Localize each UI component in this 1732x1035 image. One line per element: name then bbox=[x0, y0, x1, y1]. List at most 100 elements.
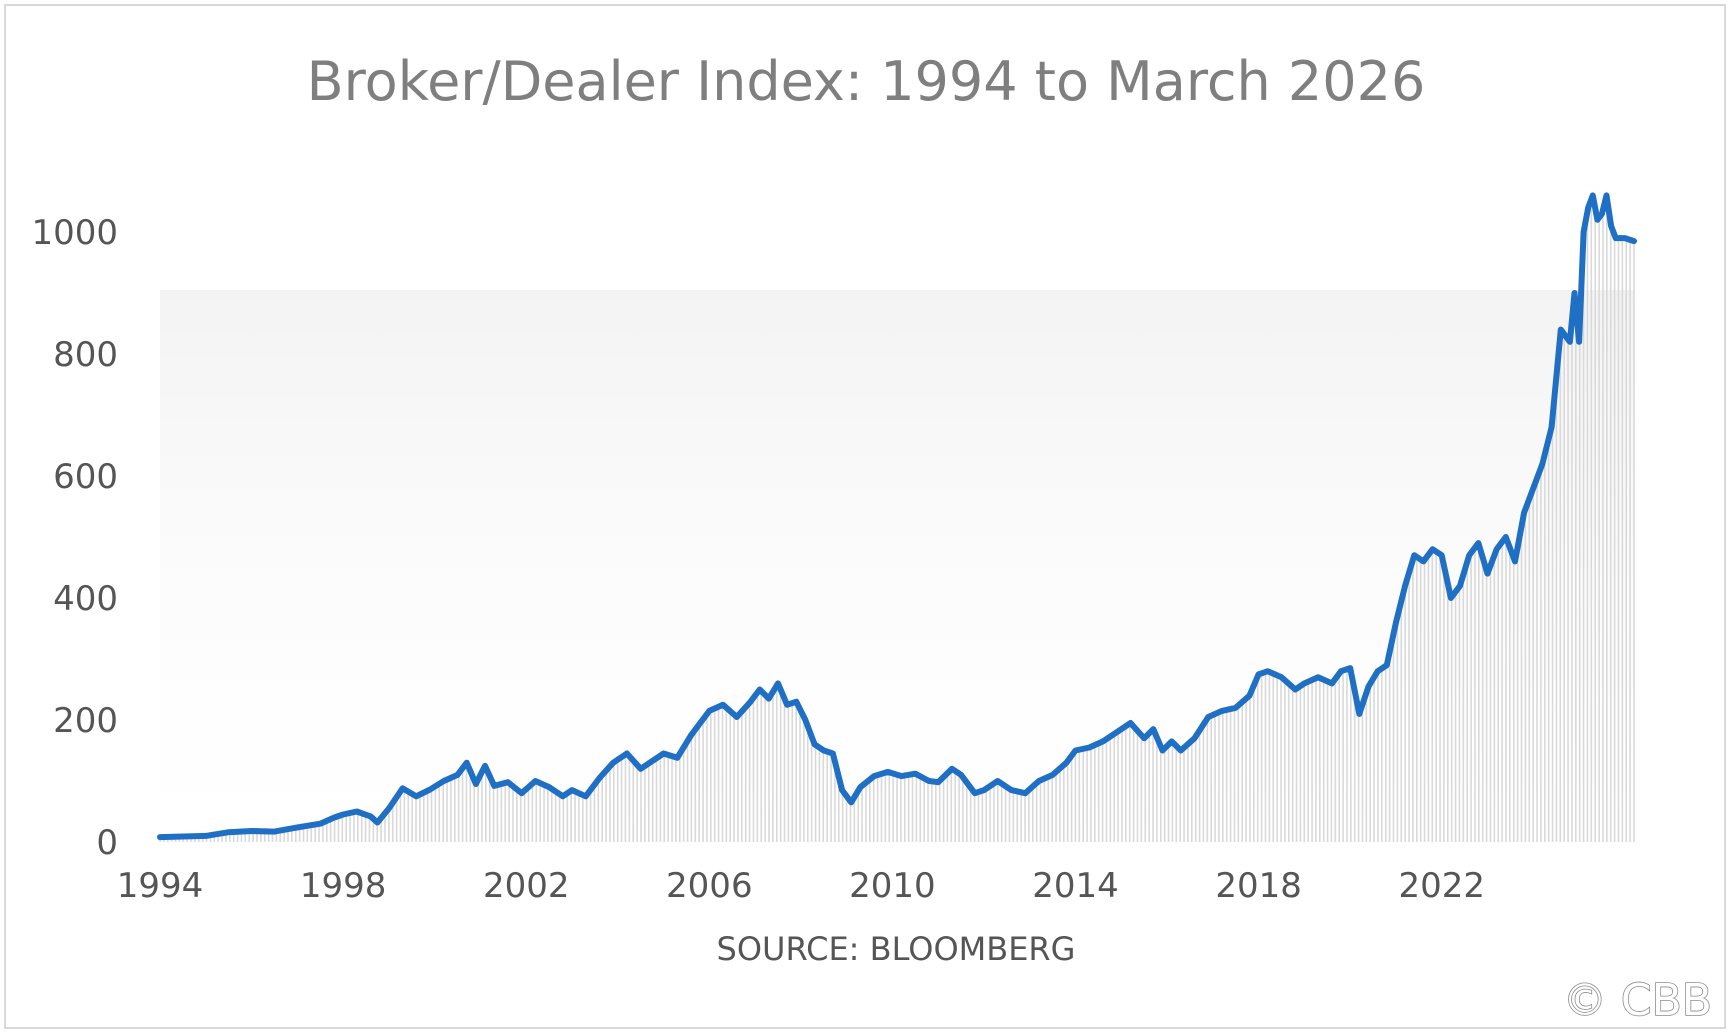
data-point bbox=[1384, 663, 1389, 668]
data-point bbox=[1142, 736, 1147, 741]
data-point bbox=[840, 788, 845, 793]
data-point bbox=[473, 782, 478, 786]
data-point bbox=[1494, 547, 1499, 552]
data-point bbox=[1394, 620, 1398, 625]
y-tick-label: 600 bbox=[53, 457, 118, 497]
data-point bbox=[949, 766, 954, 771]
data-point bbox=[803, 718, 808, 722]
data-point bbox=[1023, 791, 1028, 796]
data-point bbox=[375, 820, 380, 825]
data-point bbox=[318, 821, 323, 826]
data-point bbox=[414, 794, 419, 799]
data-point bbox=[1421, 559, 1426, 564]
data-point bbox=[1329, 681, 1334, 686]
data-point bbox=[899, 774, 904, 779]
y-tick-label: 800 bbox=[53, 335, 118, 375]
data-point bbox=[1618, 236, 1623, 241]
data-point bbox=[734, 715, 739, 719]
data-point bbox=[386, 806, 391, 811]
data-point bbox=[1572, 291, 1577, 295]
data-point bbox=[812, 742, 817, 747]
data-point bbox=[936, 780, 941, 785]
data-point bbox=[766, 696, 771, 701]
data-point bbox=[707, 708, 712, 713]
data-point bbox=[1430, 547, 1435, 552]
data-point bbox=[1567, 339, 1572, 344]
data-point bbox=[1439, 553, 1444, 558]
x-tick-label: 2006 bbox=[666, 866, 753, 906]
data-point bbox=[885, 769, 890, 774]
data-point bbox=[547, 785, 552, 790]
data-point bbox=[1114, 730, 1119, 735]
data-point bbox=[249, 829, 254, 833]
data-point bbox=[400, 786, 405, 791]
data-point bbox=[272, 829, 277, 834]
data-point bbox=[158, 835, 162, 840]
data-point bbox=[1448, 596, 1453, 600]
data-point bbox=[1531, 486, 1536, 491]
data-point bbox=[1412, 553, 1417, 558]
data-point bbox=[1302, 681, 1307, 686]
data-point bbox=[849, 800, 854, 805]
data-point bbox=[1558, 327, 1563, 332]
data-point bbox=[1293, 687, 1298, 692]
x-axis-label: SOURCE: BLOOMBERG bbox=[717, 930, 1076, 968]
x-tick-label: 2002 bbox=[483, 866, 570, 906]
data-point bbox=[295, 825, 300, 830]
data-point bbox=[203, 833, 208, 838]
data-point bbox=[1467, 553, 1472, 558]
chart-frame bbox=[4, 4, 1726, 1029]
x-tick-label: 1994 bbox=[117, 866, 204, 906]
data-point bbox=[341, 812, 346, 817]
data-point bbox=[1036, 779, 1041, 783]
data-point bbox=[1485, 571, 1490, 576]
data-point bbox=[597, 776, 602, 780]
data-point bbox=[1160, 748, 1165, 753]
data-point bbox=[794, 699, 799, 704]
data-point bbox=[1073, 748, 1078, 753]
data-point bbox=[226, 830, 231, 835]
data-point bbox=[698, 721, 703, 725]
data-point bbox=[1595, 217, 1600, 222]
data-point bbox=[1316, 675, 1321, 680]
data-point bbox=[1178, 748, 1183, 753]
data-point bbox=[624, 751, 629, 756]
data-point bbox=[689, 733, 693, 738]
data-point bbox=[180, 834, 185, 839]
data-point bbox=[441, 779, 446, 783]
y-tick-label: 0 bbox=[96, 823, 118, 863]
plot-background bbox=[160, 290, 1634, 845]
data-point bbox=[1169, 739, 1174, 744]
data-point bbox=[821, 748, 826, 753]
data-point bbox=[872, 774, 877, 779]
data-point bbox=[982, 788, 986, 793]
x-axis: 1994 1998 2002 2006 2010 2014 2018 2022 bbox=[117, 866, 1485, 906]
data-point bbox=[1050, 772, 1055, 777]
data-point bbox=[1600, 211, 1604, 216]
area-fill-layer bbox=[159, 197, 1635, 842]
data-point bbox=[721, 702, 725, 707]
data-point bbox=[1513, 559, 1517, 564]
data-point bbox=[1609, 223, 1614, 228]
data-point bbox=[1279, 675, 1284, 680]
data-point bbox=[1540, 461, 1545, 466]
data-point bbox=[332, 815, 336, 820]
data-point bbox=[1192, 736, 1197, 741]
data-point bbox=[1256, 672, 1261, 677]
data-point bbox=[492, 783, 497, 788]
data-point bbox=[830, 751, 835, 756]
data-point bbox=[1581, 230, 1586, 234]
data-point bbox=[611, 760, 616, 765]
data-point bbox=[1458, 583, 1462, 588]
data-point bbox=[927, 779, 931, 783]
y-tick-label: 400 bbox=[53, 579, 118, 619]
copyright-watermark: © CBB bbox=[1563, 975, 1712, 1026]
data-point bbox=[959, 772, 964, 777]
data-point bbox=[1206, 715, 1211, 719]
data-point bbox=[1101, 739, 1105, 744]
data-point bbox=[757, 687, 762, 692]
data-point bbox=[1590, 193, 1595, 198]
data-point bbox=[1632, 239, 1636, 244]
data-point bbox=[464, 760, 469, 765]
x-tick-label: 2014 bbox=[1032, 866, 1119, 906]
